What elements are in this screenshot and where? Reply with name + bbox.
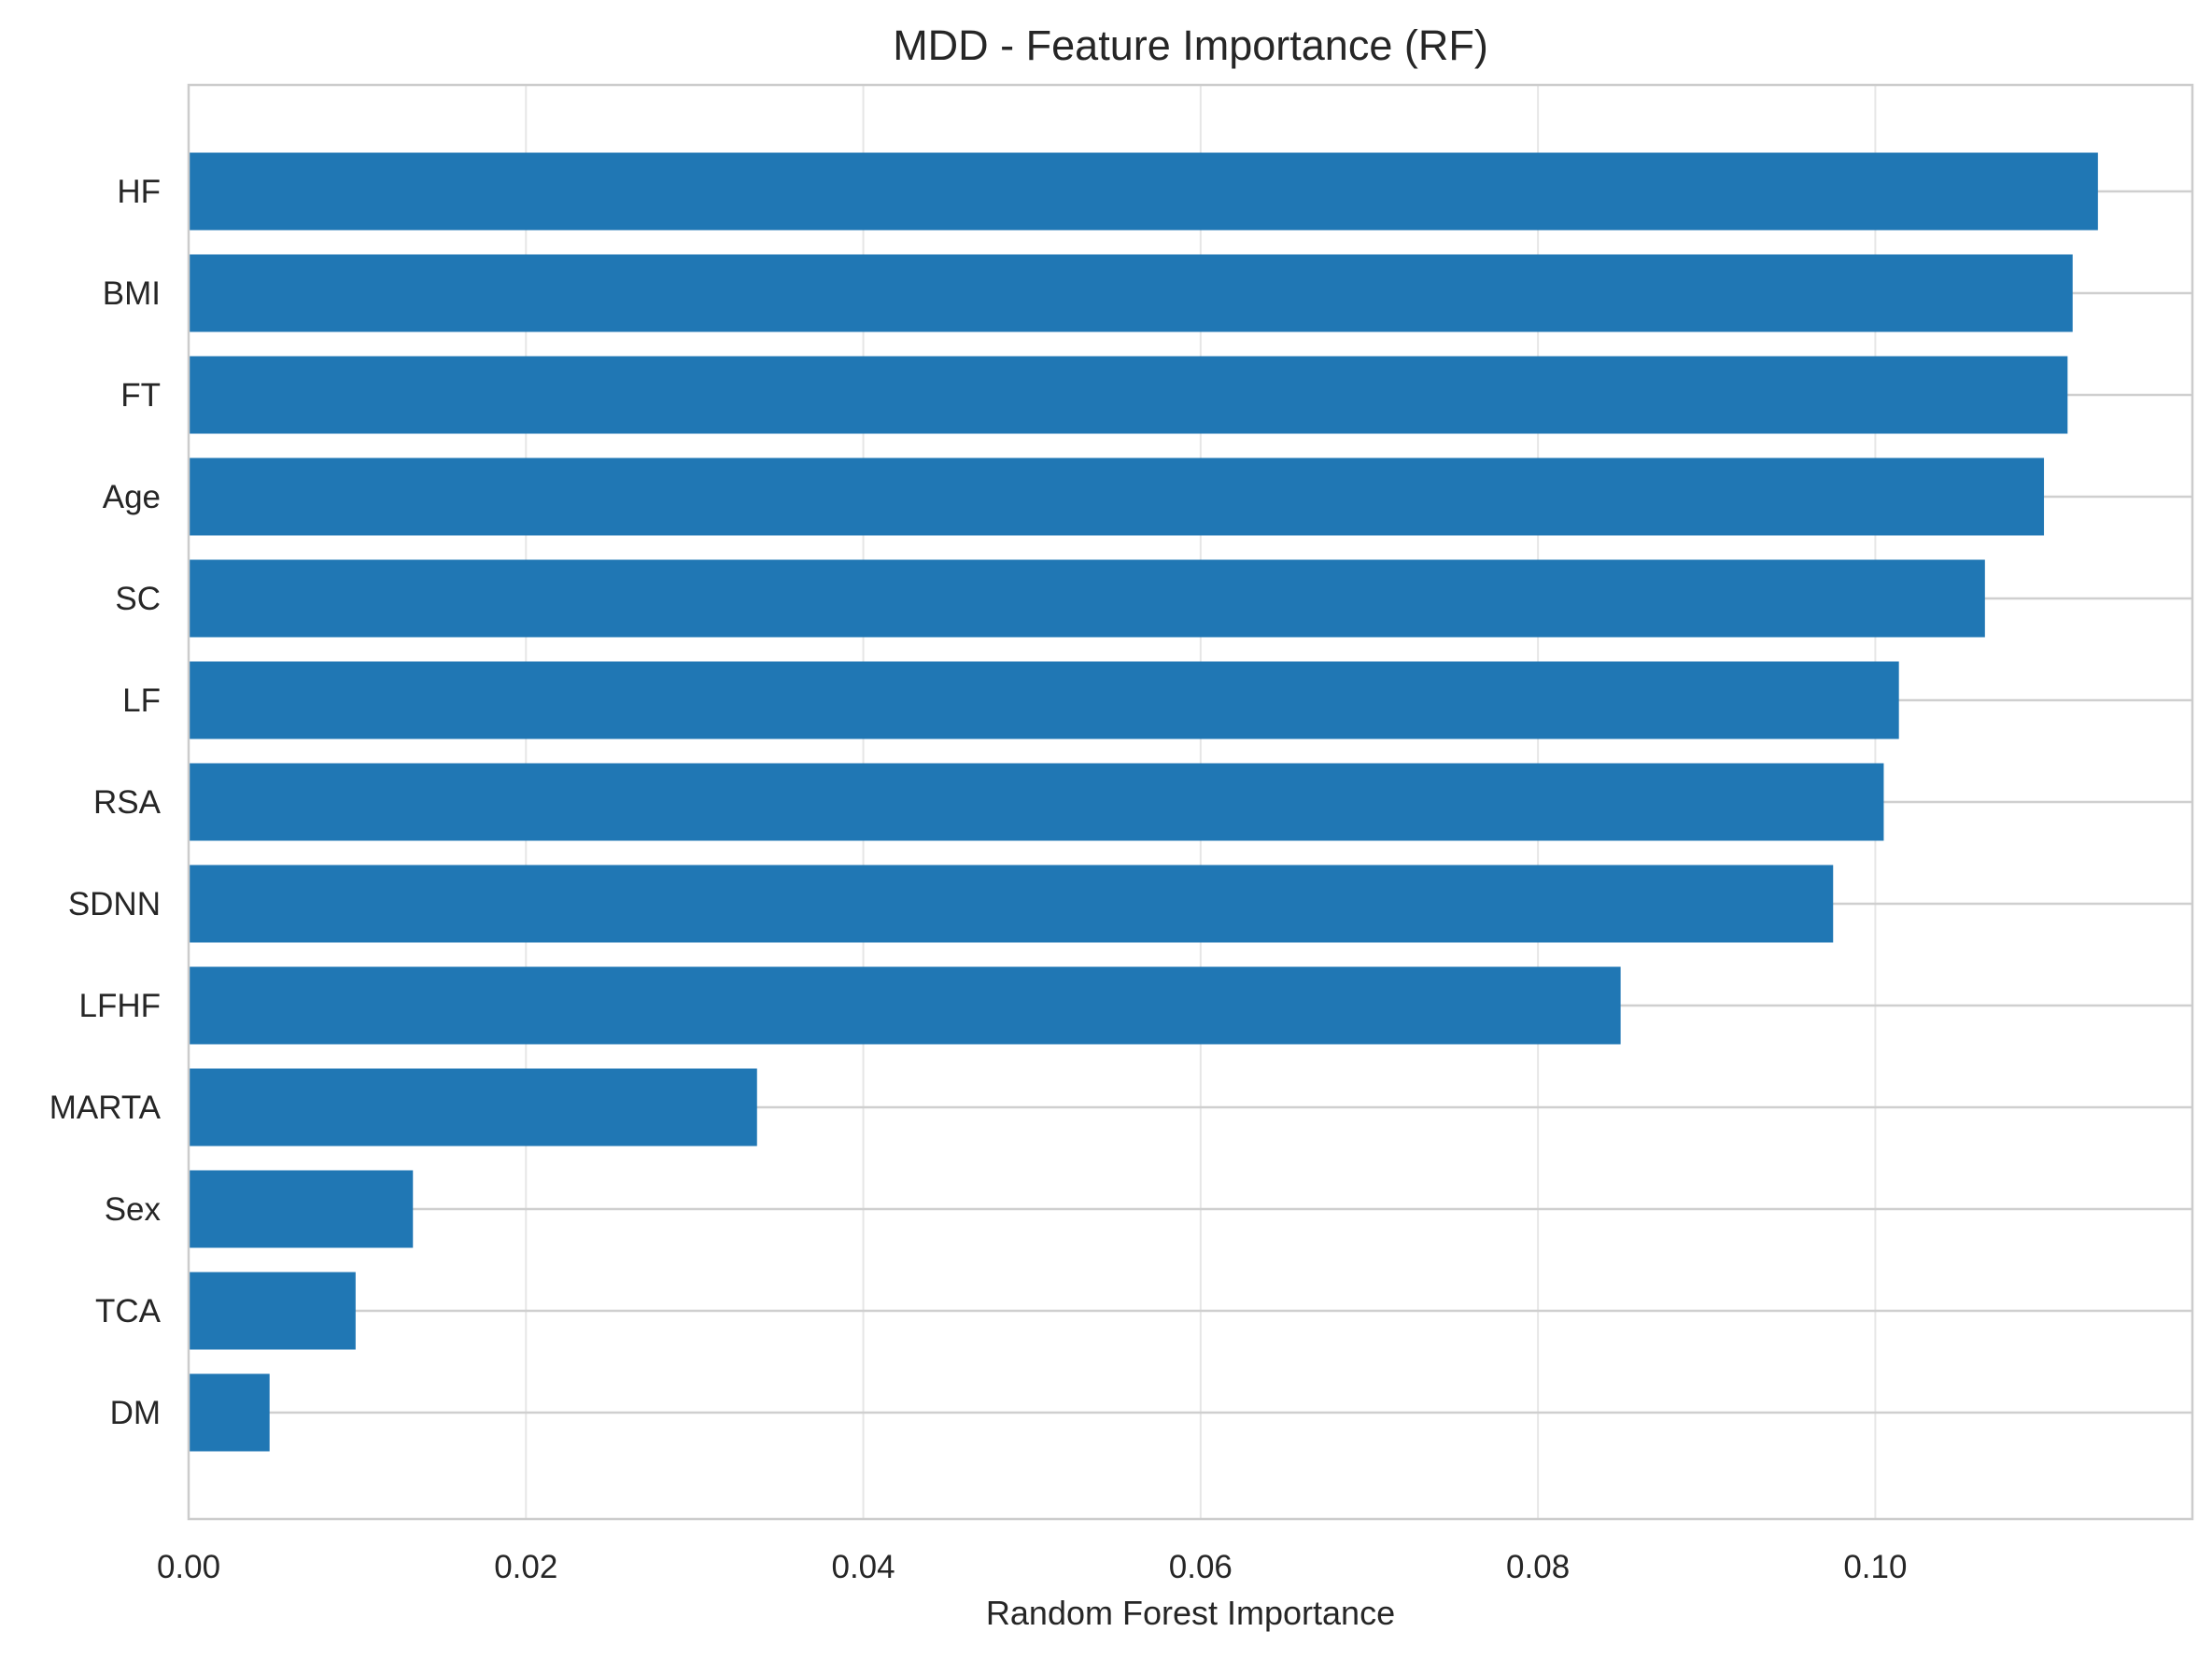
bar-sc — [189, 559, 1985, 638]
bar-bmi — [189, 254, 2073, 332]
y-tick-label-hf: HF — [117, 174, 161, 210]
x-tick-label: 0.08 — [1506, 1549, 1570, 1585]
y-tick-label-marta: MARTA — [49, 1090, 162, 1126]
plot-border — [187, 83, 2194, 1521]
bar-layer — [189, 152, 2098, 1452]
y-tick-label-lfhf: LFHF — [79, 988, 162, 1024]
y-tick-label-sc: SC — [115, 581, 161, 617]
bar-tca — [189, 1272, 356, 1350]
y-tick-label-dm: DM — [110, 1395, 161, 1431]
x-tick-label: 0.02 — [494, 1549, 557, 1585]
x-tick-label: 0.00 — [157, 1549, 220, 1585]
bar-marta — [189, 1068, 757, 1147]
y-tick-label-rsa: RSA — [93, 784, 162, 821]
x-axis-ticks: 0.00 0.02 0.04 0.06 0.08 0.10 — [157, 1549, 1908, 1585]
y-tick-label-tca: TCA — [95, 1293, 162, 1329]
bar-lf — [189, 661, 1899, 739]
bar-hf — [189, 152, 2098, 231]
y-tick-label-lf: LF — [122, 682, 161, 719]
chart-title: MDD - Feature Importance (RF) — [893, 21, 1488, 69]
y-tick-label-sex: Sex — [105, 1191, 162, 1228]
bar-age — [189, 457, 2045, 536]
bar-rsa — [189, 763, 1884, 841]
y-tick-label-bmi: BMI — [103, 275, 161, 312]
x-axis-label: Random Forest Importance — [986, 1594, 1395, 1632]
x-tick-label: 0.06 — [1169, 1549, 1233, 1585]
bar-sdnn — [189, 865, 1834, 943]
y-tick-label-ft: FT — [120, 377, 161, 414]
bar-sex — [189, 1170, 414, 1248]
y-axis-ticks: HF BMI FT Age SC LF RSA SDNN LFHF MARTA Sex TCA DM — [49, 174, 162, 1431]
axes-frame — [187, 83, 2194, 1521]
x-tick-label: 0.10 — [1843, 1549, 1907, 1585]
y-tick-label-age: Age — [103, 479, 161, 515]
x-tick-label: 0.04 — [831, 1549, 895, 1585]
y-tick-label-sdnn: SDNN — [68, 886, 161, 922]
bar-lfhf — [189, 966, 1621, 1045]
bar-dm — [189, 1373, 270, 1452]
bar-ft — [189, 356, 2068, 434]
